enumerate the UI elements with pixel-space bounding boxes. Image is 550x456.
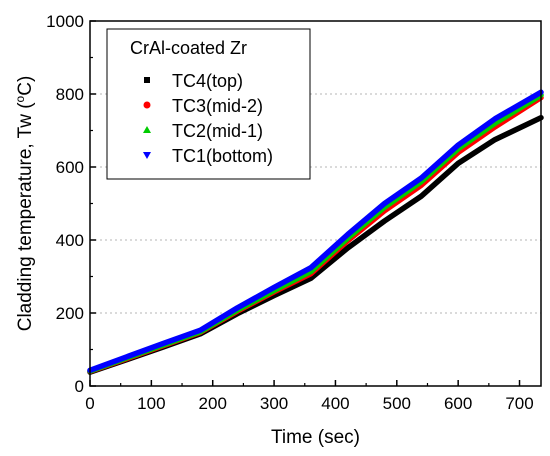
y-tick-label: 200	[56, 304, 84, 323]
legend-box	[106, 28, 311, 180]
legend-marker	[143, 152, 151, 159]
legend: CrAl-coated Zr TC4(top) TC3(mid-2) TC2(mid…	[106, 28, 311, 180]
legend-marker	[143, 101, 151, 109]
legend-label: TC2(mid-1)	[172, 121, 263, 141]
x-tick-label: 600	[444, 394, 472, 413]
x-tick-label: 300	[260, 394, 288, 413]
series-line-4	[87, 89, 544, 374]
x-tick-label: 200	[199, 394, 227, 413]
legend-label: TC1(bottom)	[172, 146, 273, 166]
x-tick-label: 500	[383, 394, 411, 413]
x-tick-label: 400	[321, 394, 349, 413]
legend-title: CrAl-coated Zr	[130, 38, 247, 58]
y-axis-title-superscript: o	[13, 95, 27, 102]
legend-marker	[143, 126, 151, 133]
y-tick-label: 400	[56, 231, 84, 250]
legend-marker	[144, 77, 150, 83]
x-tick-label: 0	[85, 394, 94, 413]
legend-label: TC3(mid-2)	[172, 96, 263, 116]
x-tick-label: 700	[505, 394, 533, 413]
y-axis-title-end: C)	[15, 76, 36, 96]
x-tick-label: 100	[137, 394, 165, 413]
y-axis-title-main: Cladding temperature, Tw (	[15, 102, 36, 331]
series-lines	[87, 89, 544, 375]
y-tick-label: 1000	[46, 12, 84, 31]
y-axis-title: Cladding temperature, Tw (oC)	[13, 76, 36, 332]
x-axis-title: Time (sec)	[271, 427, 360, 448]
axis-ticks: 0 100 200 300 400 500 600 700 0 200 400 600 800 1000	[46, 12, 534, 413]
legend-items: TC4(top) TC3(mid-2) TC2(mid-1) TC1(bottom)	[143, 71, 273, 166]
y-tick-label: 0	[75, 377, 84, 396]
y-tick-label: 800	[56, 85, 84, 104]
legend-label: TC4(top)	[172, 71, 243, 91]
y-tick-label: 600	[56, 158, 84, 177]
